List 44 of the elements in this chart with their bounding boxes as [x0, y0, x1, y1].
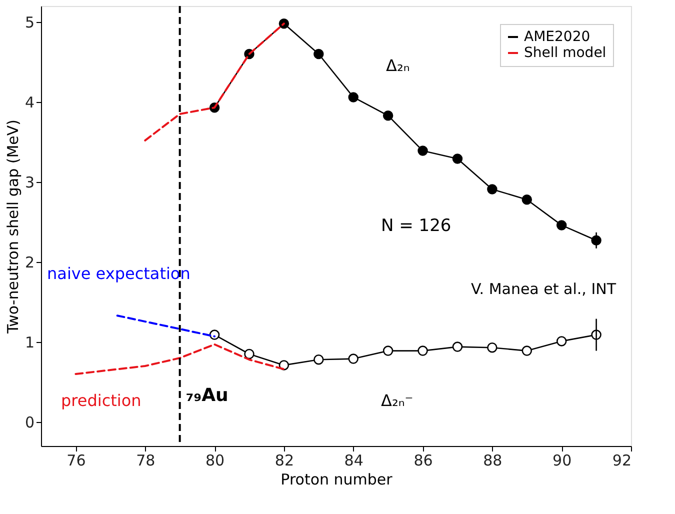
point — [487, 184, 498, 194]
point — [244, 348, 254, 360]
annotation: Δ₂ₙ⁻ — [381, 391, 414, 410]
annotation: naive expectation — [47, 264, 190, 283]
legend-label: AME2020 — [524, 29, 590, 45]
annotation: Δ₂ₙ — [386, 56, 410, 75]
x-axis-title: Proton number — [280, 470, 394, 488]
point — [556, 220, 567, 230]
x-tick-label: 88 — [483, 452, 502, 470]
x-tick-label: 92 — [612, 452, 632, 470]
point — [314, 354, 324, 365]
x-tick-label: 90 — [552, 452, 572, 470]
y-tick-label: 0 — [24, 414, 34, 432]
point — [522, 194, 532, 205]
annotation: N = 126 — [381, 216, 452, 236]
y-tick-label: 2 — [24, 254, 34, 272]
legend-label: Shell model — [524, 45, 606, 61]
annotation: prediction — [61, 391, 142, 410]
y-tick-label: 1 — [24, 334, 34, 352]
y-tick-label: 5 — [24, 14, 34, 32]
x-tick-label: 82 — [274, 452, 294, 470]
point — [382, 110, 394, 121]
point — [522, 346, 532, 356]
point — [452, 154, 463, 164]
point — [556, 336, 567, 346]
point — [418, 146, 428, 156]
point — [452, 342, 463, 352]
point — [209, 330, 220, 340]
y-tick-label: 4 — [24, 94, 34, 112]
point — [348, 92, 358, 102]
x-tick-label: 76 — [66, 452, 86, 470]
point — [487, 342, 498, 353]
point — [418, 346, 428, 356]
y-axis-title: Two-neutron shell gap (MeV) — [4, 119, 22, 335]
point — [314, 48, 324, 60]
x-tick-label: 86 — [414, 452, 433, 470]
x-tick-label: 80 — [205, 452, 225, 470]
x-tick-label: 78 — [136, 452, 156, 470]
y-tick-label: 3 — [24, 174, 34, 192]
ref-line-label: ₇₉Au — [186, 385, 228, 406]
point — [348, 354, 358, 364]
point — [382, 346, 394, 356]
annotation: V. Manea et al., INT — [470, 280, 617, 298]
x-tick-label: 84 — [344, 452, 364, 470]
